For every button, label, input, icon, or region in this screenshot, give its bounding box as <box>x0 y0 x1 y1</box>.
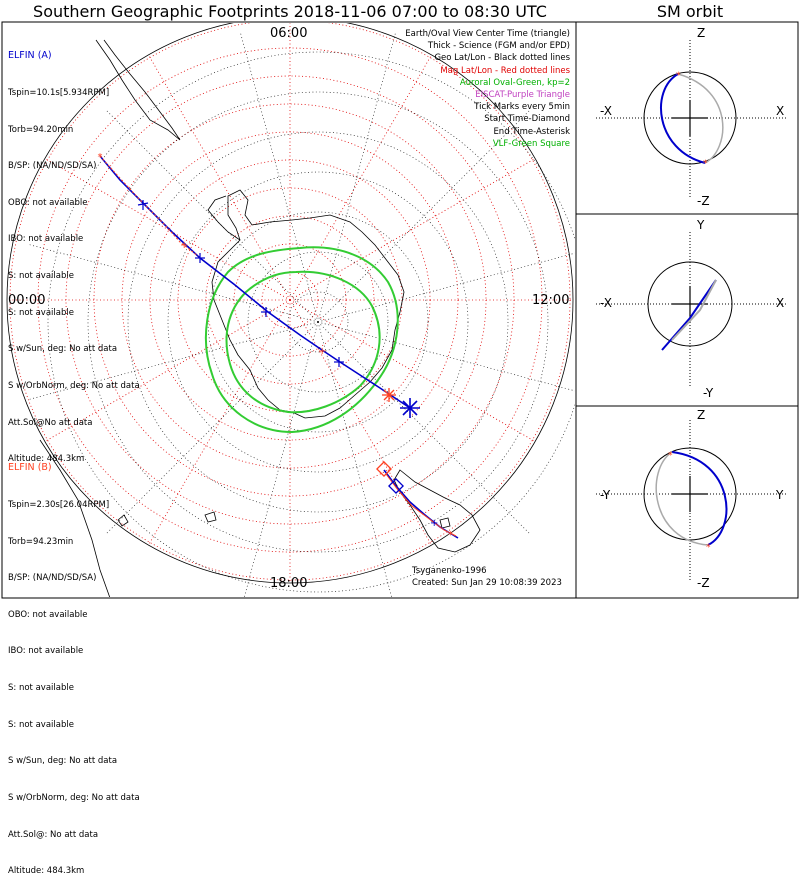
elfin-b-line: S: not available <box>8 683 74 694</box>
elfin-a-line: Tspin=10.1s[5.934RPM] <box>8 88 110 99</box>
svg-text:*: * <box>676 71 681 81</box>
orbit1-left-label: -X <box>600 104 612 118</box>
svg-text:*: * <box>668 451 673 461</box>
elfin-b-line: Torb=94.23min <box>8 536 74 547</box>
map-legend: Earth/Oval View Center Time (triangle) Th… <box>405 28 570 150</box>
legend-entry: Earth/Oval View Center Time (triangle) <box>405 29 570 39</box>
legend-entry: Mag Lat/Lon - Red dotted lines <box>440 65 570 76</box>
geo-grid <box>28 32 575 597</box>
orbit3-bottom-label: -Z <box>697 576 710 590</box>
elfin-b-line: S: not available <box>8 719 74 730</box>
orbit1-top-label: Z <box>697 26 706 40</box>
legend-entry: Tick Marks every 5min <box>474 102 570 113</box>
orbit-frame <box>575 21 799 599</box>
island-3 <box>439 517 451 529</box>
elfin-a-line: Altitude: 484.3km <box>8 454 85 465</box>
end-asterisk-b <box>382 388 396 402</box>
mag-tick-2: + <box>318 346 326 357</box>
elfin-b-line: Tspin=2.30s[26.04RPM] <box>8 500 110 511</box>
elfin-a-line: S: not available <box>8 271 74 282</box>
orbit2-top-label: Y <box>697 218 705 232</box>
elfin-a-line: S w/Sun, deg: No att data <box>8 344 118 355</box>
africa-coast <box>39 439 111 597</box>
legend-entry: VLF-Green Square <box>492 138 570 149</box>
start-diamond-a <box>388 478 404 494</box>
legend-entry: Geo Lat/Lon - Black dotted lines <box>434 53 570 64</box>
orbit1-bottom-label: -Z <box>697 194 710 208</box>
elfin-b-line: Altitude: 484.3km <box>8 866 85 877</box>
hour-label-left: 00:00 <box>8 293 46 308</box>
elfin-b-line: OBO: not available <box>8 609 88 620</box>
elfin-a-line: IBO: not available <box>8 234 84 245</box>
orbit-panel-xz: * * <box>596 40 786 198</box>
antarctic-peninsula <box>207 195 241 241</box>
elfin-a-line: OBO: not available <box>8 197 88 208</box>
legend-entry: Auroral Oval-Green, kp=2 <box>459 77 570 88</box>
track-markers: * + + + * <box>98 152 454 541</box>
south-america-coast <box>95 39 181 141</box>
orbit-panel-xy <box>596 232 786 386</box>
footprint-map: * + + + * * * <box>1 21 799 599</box>
orbit-panel-yz: * * <box>596 420 786 580</box>
svg-text:*: * <box>706 543 711 553</box>
elfin-a-line: B/SP: (NA/ND/SD/SA) <box>8 161 97 172</box>
model-credit: Tsyganenko-1996 <box>412 566 487 576</box>
elfin-b-start-asterisk: * <box>98 152 103 163</box>
legend-entry: Start Time-Diamond <box>484 114 570 125</box>
legend-entry: End Time-Asterisk <box>493 126 570 137</box>
globe-limb <box>6 23 574 584</box>
elfin-b-line: IBO: not available <box>8 646 84 657</box>
orbit-title: SM orbit <box>656 2 724 21</box>
elfin-b-line: Att.Sol@: No att data <box>8 829 99 840</box>
orbit3-top-label: Z <box>697 408 706 422</box>
australia-coast <box>393 469 481 553</box>
elfin-a-footprint-track <box>99 155 411 409</box>
hour-label-right: 12:00 <box>532 293 570 308</box>
start-diamond-b <box>376 461 392 477</box>
orbit1-right-label: X <box>776 104 785 118</box>
elfin-a-line: Att.Sol@No att data <box>8 417 93 428</box>
elfin-a-info: ELFIN (A) Tspin=10.1s[5.934RPM] Torb=94.… <box>8 26 140 478</box>
created-timestamp: Created: Sun Jan 29 10:08:39 2023 <box>412 578 562 588</box>
map-title: Southern Geographic Footprints 2018-11-0… <box>33 2 547 21</box>
elfin-b-info: ELFIN (B) Tspin=2.30s[26.04RPM] Torb=94.… <box>8 438 140 890</box>
legend-entry: EISCAT-Purple Triangle <box>475 90 570 101</box>
island-2 <box>204 511 217 523</box>
mag-tick-1: + <box>180 240 188 251</box>
elfin-a-line: S w/OrbNorm, deg: No att data <box>8 380 140 391</box>
orbit3-right-label: Y <box>776 488 784 502</box>
island-1 <box>117 514 129 527</box>
tick-b-1: + <box>430 518 438 529</box>
orbit2-left-label: -X <box>600 296 612 310</box>
auroral-oval-inner <box>225 270 381 414</box>
hour-label-bottom: 18:00 <box>270 576 308 591</box>
elfin-b-line: S w/OrbNorm, deg: No att data <box>8 792 140 803</box>
orbit2-right-label: X <box>776 296 785 310</box>
end-asterisk-a <box>400 398 420 418</box>
svg-text:*: * <box>703 159 708 169</box>
hour-label-top: 06:00 <box>270 26 308 41</box>
elfin-b-footprint-track <box>383 469 459 539</box>
elfin-b-line: B/SP: (NA/ND/SD/SA) <box>8 573 97 584</box>
elfin-a-line: S: not available <box>8 307 74 318</box>
elfin-b-line: S w/Sun, deg: No att data <box>8 756 118 767</box>
elfin-a-line: Torb=94.20min <box>8 124 74 135</box>
orbit2-bottom-label: -Y <box>703 386 714 400</box>
legend-entry: Thick - Science (FGM and/or EPD) <box>427 41 570 52</box>
orbit3-left-label: -Y <box>600 488 611 502</box>
tick-marks-a <box>137 200 344 367</box>
elfin-b-name: ELFIN (B) <box>8 462 52 474</box>
tick-b-2: * <box>448 530 453 541</box>
antarctica-coast <box>211 189 405 419</box>
elfin-a-name: ELFIN (A) <box>8 50 52 62</box>
